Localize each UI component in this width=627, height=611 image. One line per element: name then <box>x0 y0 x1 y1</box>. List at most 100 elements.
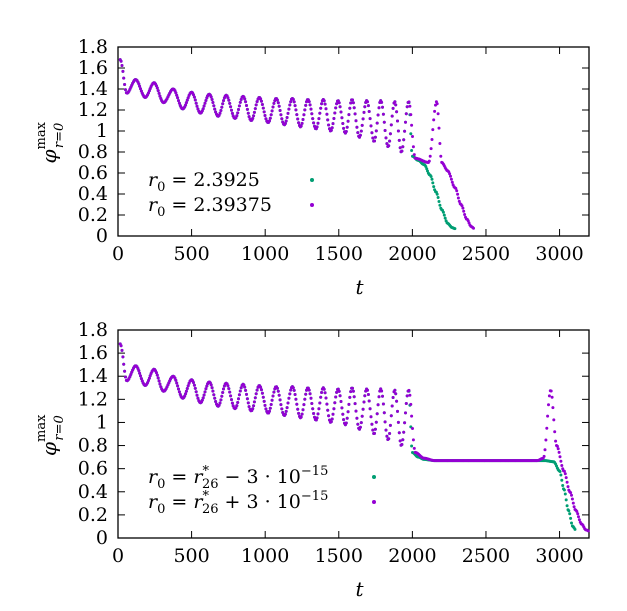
data-point <box>254 392 258 396</box>
data-point <box>278 109 282 112</box>
data-point <box>192 95 196 99</box>
data-point <box>268 119 271 123</box>
y-tick-label: 0.8 <box>78 141 108 163</box>
data-point <box>287 107 291 111</box>
data-point <box>561 484 565 487</box>
data-point <box>409 113 413 117</box>
data-point <box>371 136 375 140</box>
data-point <box>549 389 553 393</box>
data-point <box>154 371 158 375</box>
data-point <box>122 76 126 80</box>
data-point <box>382 411 386 415</box>
data-point <box>236 401 240 404</box>
data-point <box>243 97 247 101</box>
x-tick-label: 1000 <box>241 243 289 265</box>
data-point <box>292 100 296 104</box>
data-point <box>344 130 348 133</box>
data-point <box>278 398 282 402</box>
data-point <box>252 110 256 114</box>
data-point <box>435 192 439 196</box>
data-point <box>410 149 414 152</box>
data-point <box>438 142 442 145</box>
data-point <box>120 64 124 67</box>
data-point <box>247 115 251 119</box>
data-point <box>176 384 180 388</box>
data-point <box>296 407 300 411</box>
data-point <box>404 112 408 116</box>
data-point <box>237 397 240 401</box>
data-point <box>177 387 180 391</box>
legend-marker-2 <box>372 500 376 504</box>
data-point <box>310 112 314 116</box>
data-point <box>262 399 266 403</box>
data-point <box>230 108 233 112</box>
data-point <box>344 421 348 425</box>
data-point <box>230 398 233 402</box>
data-point <box>453 227 457 231</box>
data-point <box>387 437 391 441</box>
data-point <box>337 389 341 393</box>
data-point <box>382 120 386 124</box>
data-point <box>299 415 303 419</box>
data-point <box>547 403 550 407</box>
data-point <box>336 387 340 391</box>
legend-marker-1 <box>372 475 376 479</box>
bottom-chart-panel: 0 500 1000 1500 2000 2500 300000.20.40.60.811.… <box>34 319 590 601</box>
data-point <box>264 117 268 121</box>
data-point <box>389 414 393 418</box>
data-point <box>289 388 293 392</box>
data-point <box>568 512 572 516</box>
data-point <box>381 402 385 406</box>
data-point <box>565 480 569 484</box>
legend-marker-2 <box>310 203 314 207</box>
data-point <box>363 105 367 109</box>
data-point <box>246 401 250 405</box>
data-point <box>362 110 366 114</box>
data-point <box>358 425 362 429</box>
data-point <box>358 133 362 137</box>
data-point <box>376 403 380 407</box>
data-point <box>546 414 550 418</box>
data-point <box>158 94 162 98</box>
data-point <box>320 102 324 106</box>
data-point <box>354 119 358 123</box>
data-point <box>460 204 464 208</box>
data-point <box>184 101 188 105</box>
data-point <box>577 518 581 522</box>
data-point <box>228 101 232 105</box>
data-point <box>184 103 188 107</box>
data-point <box>315 416 319 420</box>
data-point <box>214 110 218 114</box>
data-point <box>300 412 304 416</box>
data-point <box>384 136 388 140</box>
data-point <box>219 398 223 402</box>
data-point <box>291 386 295 390</box>
data-point <box>244 100 248 104</box>
data-point <box>463 213 467 216</box>
legend-entry-2: r0 = 2.39375 <box>148 194 272 220</box>
data-point <box>279 403 283 407</box>
data-point <box>271 394 275 398</box>
data-point <box>280 117 284 121</box>
data-point <box>373 427 377 431</box>
data-point <box>326 118 330 122</box>
legend-entry-2: r0 = r* 26 + 3 · 10−15 <box>148 489 328 517</box>
data-point <box>387 144 391 148</box>
data-point <box>354 409 358 413</box>
x-tick-label: 2000 <box>388 545 436 567</box>
data-point <box>404 120 407 124</box>
data-point <box>396 420 400 424</box>
y-tick-label: 1 <box>96 411 108 433</box>
data-point <box>319 106 323 110</box>
data-point <box>230 401 234 405</box>
data-point <box>260 99 263 103</box>
data-point <box>316 412 320 416</box>
data-point <box>285 116 289 119</box>
data-point <box>430 138 434 141</box>
data-point <box>567 509 571 513</box>
data-point <box>347 113 351 117</box>
data-point <box>462 209 466 213</box>
data-point <box>176 96 180 100</box>
data-point <box>554 439 558 443</box>
data-point <box>441 210 445 214</box>
